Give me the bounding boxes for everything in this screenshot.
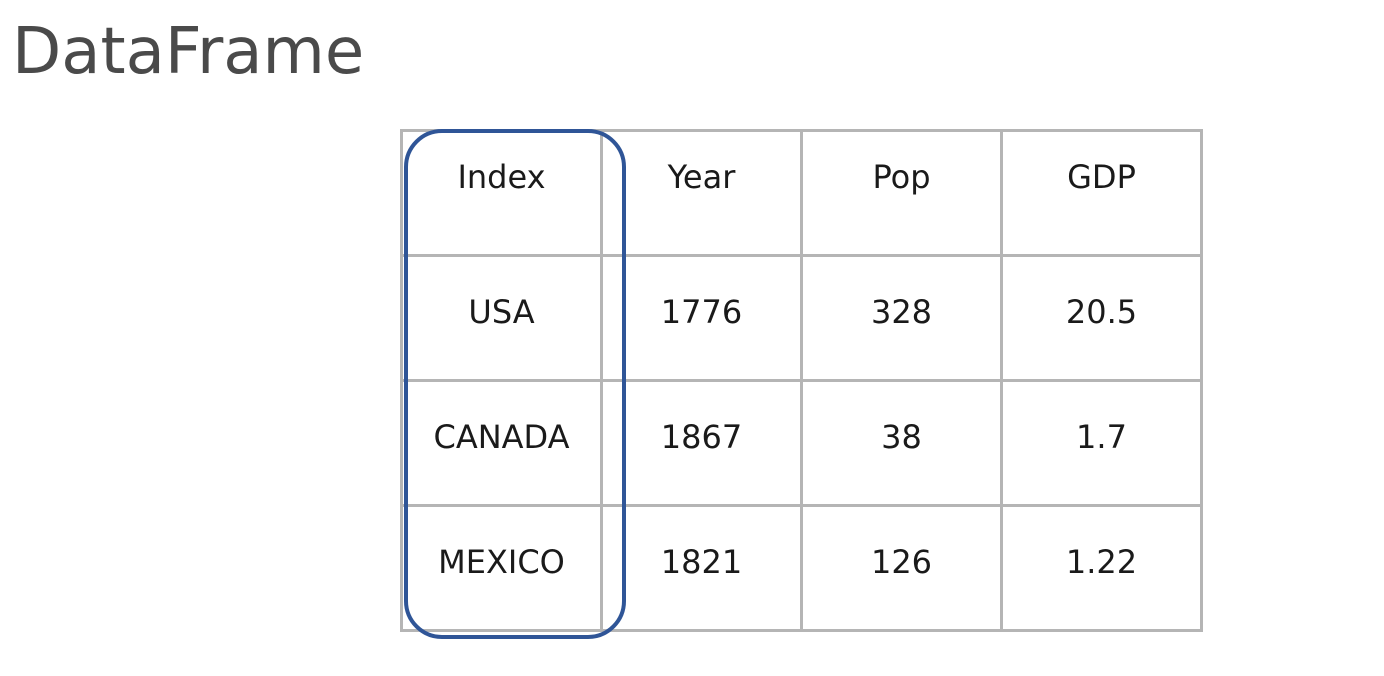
slide-title: DataFrame <box>12 15 365 89</box>
dataframe-table-container: Index Year Pop GDP USA 1776 328 20.5 CAN… <box>400 129 1203 632</box>
year-cell: 1821 <box>600 504 803 632</box>
header-cell-index: Index <box>400 129 603 257</box>
index-cell: MEXICO <box>400 504 603 632</box>
table-header-row: Index Year Pop GDP <box>400 129 1203 257</box>
cell-value: CANADA <box>433 418 570 456</box>
header-cell-year: Year <box>600 129 803 257</box>
pop-cell: 126 <box>800 504 1003 632</box>
cell-value: 38 <box>881 418 922 456</box>
index-cell: CANADA <box>400 379 603 507</box>
year-cell: 1867 <box>600 379 803 507</box>
header-label: Pop <box>872 158 931 196</box>
cell-value: 1.7 <box>1076 418 1127 456</box>
header-cell-pop: Pop <box>800 129 1003 257</box>
cell-value: 328 <box>870 293 933 331</box>
header-cell-gdp: GDP <box>1000 129 1203 257</box>
cell-value: 20.5 <box>1065 293 1138 331</box>
pop-cell: 328 <box>800 254 1003 382</box>
year-cell: 1776 <box>600 254 803 382</box>
pop-cell: 38 <box>800 379 1003 507</box>
cell-value: 1821 <box>660 543 743 581</box>
header-label: Year <box>667 158 736 196</box>
cell-value: USA <box>468 293 535 331</box>
gdp-cell: 1.7 <box>1000 379 1203 507</box>
table-row: MEXICO 1821 126 1.22 <box>400 504 1203 632</box>
cell-value: MEXICO <box>438 543 565 581</box>
dataframe-table: Index Year Pop GDP USA 1776 328 20.5 CAN… <box>400 129 1203 632</box>
gdp-cell: 20.5 <box>1000 254 1203 382</box>
cell-value: 1.22 <box>1065 543 1138 581</box>
table-row: USA 1776 328 20.5 <box>400 254 1203 382</box>
cell-value: 126 <box>870 543 933 581</box>
index-cell: USA <box>400 254 603 382</box>
gdp-cell: 1.22 <box>1000 504 1203 632</box>
cell-value: 1776 <box>660 293 743 331</box>
cell-value: 1867 <box>660 418 743 456</box>
table-row: CANADA 1867 38 1.7 <box>400 379 1203 507</box>
header-label: GDP <box>1067 158 1136 196</box>
header-label: Index <box>457 158 546 196</box>
